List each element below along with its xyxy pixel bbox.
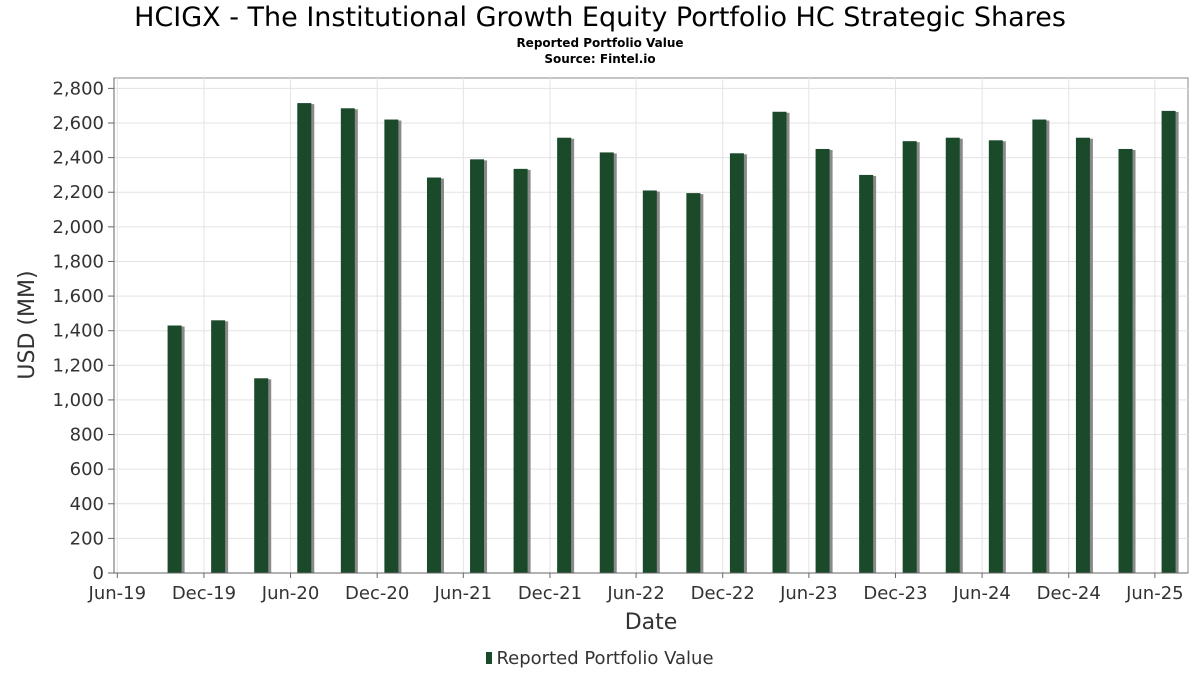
- bar: [1075, 137, 1090, 573]
- bar: [557, 137, 572, 573]
- y-tick-label: 1,000: [52, 390, 104, 411]
- y-tick-label: 800: [70, 425, 104, 446]
- x-tick-label: Jun-23: [779, 583, 838, 604]
- bar: [945, 137, 960, 573]
- legend-label: Reported Portfolio Value: [496, 648, 714, 669]
- y-tick-label: 0: [93, 563, 104, 584]
- bars: [167, 103, 1179, 574]
- bar: [470, 159, 485, 573]
- x-tick-label: Dec-22: [691, 583, 755, 604]
- bar: [513, 168, 528, 573]
- bar: [772, 111, 787, 573]
- x-tick-label: Dec-21: [518, 583, 582, 604]
- y-tick-label: 1,400: [52, 321, 104, 342]
- bar: [599, 152, 614, 573]
- y-tick-label: 1,600: [52, 286, 104, 307]
- bar: [426, 177, 441, 573]
- x-tick-label: Dec-20: [345, 583, 409, 604]
- chart-subtitle: Reported Portfolio Value: [516, 36, 684, 50]
- x-tick-label: Jun-24: [952, 583, 1011, 604]
- x-axis-label: Date: [625, 610, 678, 635]
- bar: [167, 325, 182, 573]
- bar: [384, 119, 399, 574]
- x-tick-label: Jun-20: [261, 583, 320, 604]
- x-tick-label: Dec-23: [863, 583, 927, 604]
- bar: [1118, 148, 1133, 573]
- x-tick-label: Jun-19: [88, 583, 147, 604]
- x-tick-label: Jun-22: [606, 583, 665, 604]
- bar: [211, 320, 226, 573]
- y-tick-label: 2,600: [52, 113, 104, 134]
- x-tick-label: Jun-25: [1125, 583, 1184, 604]
- y-axis-label: USD (MM): [15, 270, 40, 379]
- axes: 0 200 400 600 800 1,000 1,200 1,400 1,600 1,800 2,…: [52, 78, 1188, 604]
- legend: Reported Portfolio Value: [0, 648, 1200, 669]
- x-tick-label: Jun-21: [434, 583, 493, 604]
- chart-title: HCIGX - The Institutional Growth Equity …: [134, 2, 1066, 33]
- y-tick-label: 2,200: [52, 182, 104, 203]
- bar: [297, 103, 312, 573]
- bar: [815, 148, 830, 573]
- y-tick-label: 400: [70, 494, 104, 515]
- y-tick-label: 600: [70, 459, 104, 480]
- y-tick-label: 2,400: [52, 148, 104, 169]
- bar: [988, 140, 1003, 574]
- chart-source: Source: Fintel.io: [544, 52, 656, 66]
- bar: [642, 190, 657, 573]
- bar: [340, 108, 355, 574]
- x-tick-label: Dec-19: [172, 583, 236, 604]
- y-tick-label: 200: [70, 528, 104, 549]
- y-tick-label: 2,000: [52, 217, 104, 238]
- legend-swatch: [486, 652, 493, 664]
- y-tick-label: 1,800: [52, 251, 104, 272]
- y-tick-label: 2,800: [52, 78, 104, 99]
- x-tick-label: Dec-24: [1037, 583, 1101, 604]
- bar: [729, 153, 744, 574]
- bar: [1161, 110, 1176, 573]
- bar: [254, 378, 269, 573]
- bar: [1032, 119, 1047, 574]
- bar: [859, 174, 874, 573]
- y-tick-label: 1,200: [52, 355, 104, 376]
- bar: [686, 193, 701, 573]
- bar: [902, 141, 917, 573]
